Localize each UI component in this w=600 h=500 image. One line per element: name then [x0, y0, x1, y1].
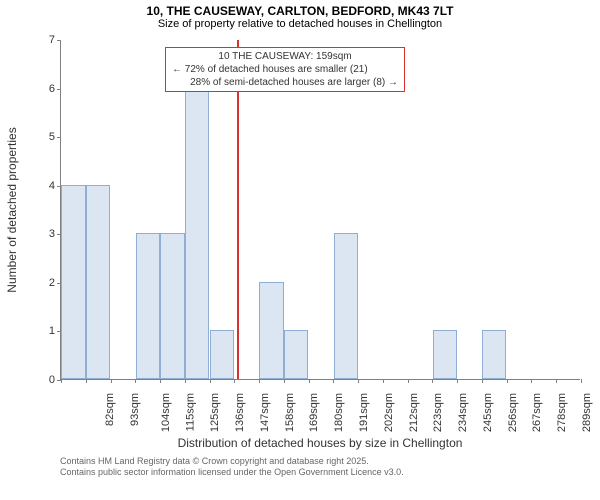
- x-tick-mark: [408, 379, 409, 383]
- title-line-1: 10, THE CAUSEWAY, CARLTON, BEDFORD, MK43…: [0, 4, 600, 18]
- x-tick-label: 278sqm: [556, 393, 568, 432]
- plot-area: 0123456782sqm93sqm104sqm115sqm125sqm136s…: [60, 40, 580, 380]
- annotation-box: 10 THE CAUSEWAY: 159sqm← 72% of detached…: [165, 47, 405, 92]
- histogram-bar: [86, 185, 110, 379]
- y-tick-label: 4: [49, 180, 61, 192]
- x-tick-label: 223sqm: [432, 393, 444, 432]
- x-tick-mark: [333, 379, 334, 383]
- y-axis-label: Number of detached properties: [5, 127, 19, 292]
- histogram-bar: [160, 233, 184, 379]
- x-tick-label: 115sqm: [184, 393, 196, 431]
- histogram-bar: [61, 185, 85, 379]
- x-tick-label: 245sqm: [482, 393, 494, 432]
- histogram-bar: [259, 282, 283, 379]
- histogram-bar: [185, 88, 209, 379]
- x-tick-mark: [284, 379, 285, 383]
- x-tick-label: 191sqm: [358, 393, 370, 432]
- x-tick-label: 180sqm: [333, 393, 345, 432]
- chart-container: 10, THE CAUSEWAY, CARLTON, BEDFORD, MK43…: [0, 0, 600, 500]
- annotation-line: ← 72% of detached houses are smaller (21…: [172, 63, 398, 76]
- x-tick-label: 125sqm: [210, 393, 222, 432]
- x-tick-mark: [309, 379, 310, 383]
- x-tick-mark: [160, 379, 161, 383]
- histogram-bar: [334, 233, 358, 379]
- x-tick-mark: [358, 379, 359, 383]
- x-tick-label: 267sqm: [531, 393, 543, 432]
- histogram-bar: [284, 330, 308, 379]
- x-tick-label: 104sqm: [160, 393, 172, 432]
- footer-attribution: Contains HM Land Registry data © Crown c…: [60, 456, 404, 478]
- x-tick-mark: [507, 379, 508, 383]
- x-tick-label: 82sqm: [104, 393, 116, 426]
- x-tick-label: 147sqm: [259, 393, 271, 432]
- x-tick-mark: [86, 379, 87, 383]
- x-tick-mark: [556, 379, 557, 383]
- x-tick-label: 169sqm: [309, 393, 321, 432]
- x-tick-label: 256sqm: [507, 393, 519, 432]
- x-tick-mark: [432, 379, 433, 383]
- histogram-bar: [433, 330, 457, 379]
- histogram-bar: [210, 330, 234, 379]
- footer-line-1: Contains HM Land Registry data © Crown c…: [60, 456, 404, 467]
- x-axis-label: Distribution of detached houses by size …: [60, 436, 580, 450]
- y-tick-label: 6: [49, 83, 61, 95]
- annotation-line: 10 THE CAUSEWAY: 159sqm: [172, 50, 398, 63]
- x-tick-mark: [234, 379, 235, 383]
- annotation-line: 28% of semi-detached houses are larger (…: [172, 76, 398, 89]
- x-tick-mark: [61, 379, 62, 383]
- title-line-2: Size of property relative to detached ho…: [0, 18, 600, 31]
- title-block: 10, THE CAUSEWAY, CARLTON, BEDFORD, MK43…: [0, 4, 600, 32]
- x-tick-mark: [135, 379, 136, 383]
- x-tick-mark: [457, 379, 458, 383]
- x-tick-mark: [482, 379, 483, 383]
- x-tick-mark: [531, 379, 532, 383]
- x-tick-mark: [581, 379, 582, 383]
- x-tick-label: 93sqm: [129, 393, 141, 426]
- x-tick-label: 158sqm: [284, 393, 296, 432]
- x-tick-label: 136sqm: [234, 393, 246, 432]
- x-tick-mark: [259, 379, 260, 383]
- x-tick-mark: [185, 379, 186, 383]
- footer-line-2: Contains public sector information licen…: [60, 467, 404, 478]
- y-tick-label: 1: [49, 325, 61, 337]
- x-tick-label: 289sqm: [581, 393, 593, 432]
- y-tick-label: 7: [49, 34, 61, 46]
- x-tick-mark: [111, 379, 112, 383]
- y-tick-label: 0: [49, 374, 61, 386]
- x-tick-label: 234sqm: [457, 393, 469, 432]
- x-tick-mark: [383, 379, 384, 383]
- x-tick-mark: [210, 379, 211, 383]
- x-tick-label: 202sqm: [383, 393, 395, 432]
- y-tick-label: 5: [49, 131, 61, 143]
- histogram-bar: [136, 233, 160, 379]
- y-tick-label: 3: [49, 228, 61, 240]
- y-tick-label: 2: [49, 277, 61, 289]
- histogram-bar: [482, 330, 506, 379]
- x-tick-label: 212sqm: [408, 393, 420, 432]
